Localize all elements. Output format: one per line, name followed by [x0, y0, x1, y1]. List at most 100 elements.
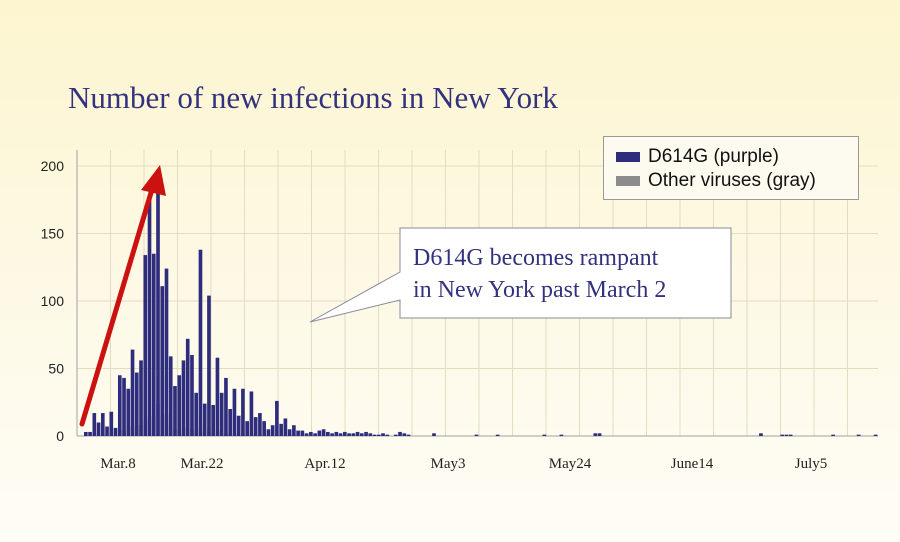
trend-arrow-shaft	[79, 183, 156, 427]
bar-d614g	[122, 377, 126, 436]
x-tick-label: May3	[431, 456, 466, 472]
bar-d614g	[334, 431, 339, 436]
bar-d614g	[393, 434, 398, 436]
x-tick-label: Mar.8	[100, 456, 135, 472]
bar-d614g	[88, 431, 92, 436]
bar-d614g	[559, 434, 564, 436]
bar-d614g	[262, 421, 266, 436]
bar-d614g	[759, 433, 763, 436]
trend-arrow	[79, 165, 166, 427]
bar-d614g	[292, 425, 296, 436]
y-tick-label: 50	[48, 361, 64, 377]
bar-d614g	[105, 426, 109, 436]
x-tick-label: Apr.12	[304, 456, 345, 472]
bar-d614g	[211, 404, 216, 436]
bar-d614g	[597, 433, 602, 436]
bar-d614g	[117, 375, 122, 436]
bar-d614g	[784, 434, 789, 436]
annotation-box	[309, 227, 732, 323]
bar-d614g	[381, 433, 385, 436]
bar-d614g	[253, 417, 258, 436]
y-tick-label: 150	[41, 226, 65, 242]
bar-d614g	[232, 388, 237, 436]
bar-d614g	[245, 421, 249, 436]
legend-swatch-other	[616, 176, 640, 186]
bar-d614g	[304, 433, 309, 436]
annotation-line-2: in New York past March 2	[413, 277, 667, 303]
legend-label-d614g: D614G (purple)	[648, 146, 779, 167]
bar-d614g	[266, 429, 271, 436]
legend-swatch-d614g	[616, 152, 640, 162]
legend-item-other: Other viruses (gray)	[616, 169, 816, 193]
bar-d614g	[224, 377, 228, 436]
bar-d614g	[283, 418, 288, 436]
bar-d614g	[228, 409, 233, 436]
bar-d614g	[376, 434, 381, 436]
legend-item-d614g: D614G (purple)	[616, 145, 779, 169]
bar-d614g	[593, 433, 598, 436]
bar-d614g	[831, 434, 835, 436]
annotation-callout	[309, 227, 732, 323]
bar-d614g	[402, 433, 407, 436]
bar-d614g	[113, 427, 118, 436]
bar-d614g	[92, 413, 97, 436]
bar-d614g	[372, 434, 377, 436]
chart-title: Number of new infections in New York	[68, 80, 558, 115]
bar-d614g	[134, 372, 139, 436]
bar-d614g	[351, 433, 356, 436]
bar-d614g	[873, 434, 878, 436]
trend-arrow-head	[141, 165, 166, 196]
bar-d614g	[856, 434, 861, 436]
bar-d614g	[173, 386, 177, 436]
bar-d614g	[185, 338, 190, 436]
bar-d614g	[160, 286, 165, 436]
bar-d614g	[156, 170, 160, 437]
bar-d614g	[100, 413, 105, 436]
bar-d614g	[279, 423, 283, 436]
bar-d614g	[338, 433, 343, 436]
y-tick-label: 0	[56, 428, 64, 444]
x-tick-labels: Mar.8 Mar.22 Apr.12 May3 May24 June14 July5	[100, 456, 827, 472]
bar-d614g	[139, 360, 143, 436]
legend: D614G (purple) Other viruses (gray)	[603, 136, 859, 200]
bar-d614g	[398, 431, 402, 436]
bar-d614g	[347, 433, 351, 436]
bar-d614g	[474, 434, 479, 436]
bar-d614g	[309, 431, 313, 436]
bar-d614g	[258, 413, 262, 436]
bar-d614g	[330, 433, 334, 436]
bar-d614g	[236, 415, 241, 436]
bar-d614g	[164, 268, 169, 436]
bar-d614g	[406, 434, 411, 436]
bar-d614g	[190, 355, 194, 436]
x-tick-label: June14	[671, 456, 714, 472]
bar-d614g	[364, 431, 368, 436]
bar-d614g	[359, 433, 364, 436]
bar-d614g	[317, 430, 322, 436]
bar-d614g	[495, 434, 500, 436]
bar-d614g	[542, 434, 547, 436]
bar-d614g	[321, 429, 326, 436]
x-tick-label: Mar.22	[181, 456, 224, 472]
x-tick-label: July5	[795, 456, 828, 472]
bar-d614g	[780, 434, 784, 436]
bar-d614g	[181, 360, 186, 436]
bar-d614g	[296, 430, 300, 436]
bar-d614g	[168, 356, 173, 436]
bar-d614g	[788, 434, 793, 436]
bar-d614g	[202, 403, 207, 436]
bar-d614g	[130, 349, 135, 436]
bar-d614g	[355, 431, 360, 436]
bar-d614g	[143, 255, 148, 436]
bar-d614g	[219, 392, 224, 436]
bar-d614g	[300, 430, 305, 436]
bar-d614g	[151, 253, 156, 436]
legend-label-other: Other viruses (gray)	[648, 170, 816, 191]
bar-d614g	[313, 433, 317, 436]
bar-d614g	[241, 388, 245, 436]
bar-d614g	[215, 357, 220, 436]
bar-d614g	[249, 391, 254, 436]
annotation-text: D614G becomes rampant in New York past M…	[413, 242, 723, 306]
bar-d614g	[198, 249, 203, 436]
